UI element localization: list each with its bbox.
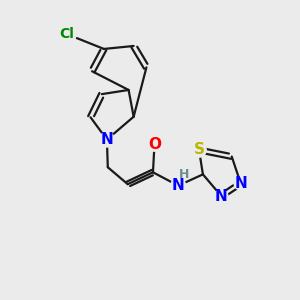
Circle shape xyxy=(148,138,161,151)
Circle shape xyxy=(234,177,247,190)
Text: S: S xyxy=(194,142,205,158)
Circle shape xyxy=(192,143,206,157)
Text: O: O xyxy=(148,137,161,152)
Text: Cl: Cl xyxy=(59,27,74,41)
Text: N: N xyxy=(172,178,184,193)
Text: N: N xyxy=(234,176,247,191)
Circle shape xyxy=(100,132,114,147)
Text: H: H xyxy=(178,168,189,181)
Text: N: N xyxy=(215,189,228,204)
Circle shape xyxy=(57,25,76,44)
Text: N: N xyxy=(100,132,113,147)
Circle shape xyxy=(171,178,186,193)
Circle shape xyxy=(215,190,228,202)
